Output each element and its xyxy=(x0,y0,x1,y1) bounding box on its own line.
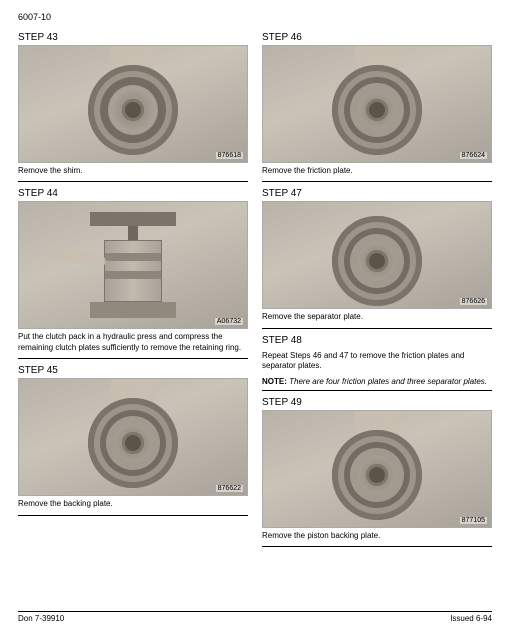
step-45-fig-num: 876622 xyxy=(216,485,243,492)
step-46-fig-num: 876624 xyxy=(460,152,487,159)
clutch-illustration xyxy=(332,430,422,520)
left-column: STEP 43 876618 Remove the shim. STEP 44 … xyxy=(18,28,248,549)
step-45-caption: Remove the backing plate. xyxy=(18,499,248,509)
step-43-figure: 876618 xyxy=(18,45,248,163)
clutch-illustration xyxy=(332,65,422,155)
divider xyxy=(262,181,492,182)
step-44-title: STEP 44 xyxy=(18,188,248,199)
footer-right: Issued 6-94 xyxy=(450,614,492,623)
step-47-figure: 876626 xyxy=(262,201,492,309)
step-44-caption: Put the clutch pack in a hydraulic press… xyxy=(18,332,248,353)
content-columns: STEP 43 876618 Remove the shim. STEP 44 … xyxy=(18,28,492,549)
note-body: There are four friction plates and three… xyxy=(289,377,487,386)
divider xyxy=(18,358,248,359)
divider xyxy=(18,515,248,516)
step-48-note: NOTE: There are four friction plates and… xyxy=(262,377,492,387)
page-footer: Don 7-39910 Issued 6-94 xyxy=(18,611,492,623)
step-44-figure: A06732 xyxy=(18,201,248,329)
right-column: STEP 46 876624 Remove the friction plate… xyxy=(262,28,492,549)
step-48-title: STEP 48 xyxy=(262,335,492,346)
press-illustration xyxy=(90,212,176,318)
clutch-illustration xyxy=(88,398,178,488)
step-49-caption: Remove the piston backing plate. xyxy=(262,531,492,541)
step-49-figure: 877105 xyxy=(262,410,492,528)
note-label: NOTE: xyxy=(262,377,287,386)
step-43-title: STEP 43 xyxy=(18,32,248,43)
step-49-fig-num: 877105 xyxy=(460,517,487,524)
step-43-fig-num: 876618 xyxy=(216,152,243,159)
step-46-figure: 876624 xyxy=(262,45,492,163)
step-46-title: STEP 46 xyxy=(262,32,492,43)
step-49-title: STEP 49 xyxy=(262,397,492,408)
footer-left: Don 7-39910 xyxy=(18,614,64,623)
step-47-caption: Remove the separator plate. xyxy=(262,312,492,322)
step-43-caption: Remove the shim. xyxy=(18,166,248,176)
step-48-body: Repeat Steps 46 and 47 to remove the fri… xyxy=(262,351,492,372)
divider xyxy=(262,390,492,391)
clutch-illustration xyxy=(332,216,422,306)
step-47-fig-num: 876626 xyxy=(460,298,487,305)
step-45-title: STEP 45 xyxy=(18,365,248,376)
clutch-illustration xyxy=(88,65,178,155)
step-45-figure: 876622 xyxy=(18,378,248,496)
divider xyxy=(262,328,492,329)
step-44-fig-num: A06732 xyxy=(215,318,243,325)
divider xyxy=(262,546,492,547)
step-47-title: STEP 47 xyxy=(262,188,492,199)
divider xyxy=(18,181,248,182)
step-46-caption: Remove the friction plate. xyxy=(262,166,492,176)
page-header: 6007-10 xyxy=(18,12,492,22)
